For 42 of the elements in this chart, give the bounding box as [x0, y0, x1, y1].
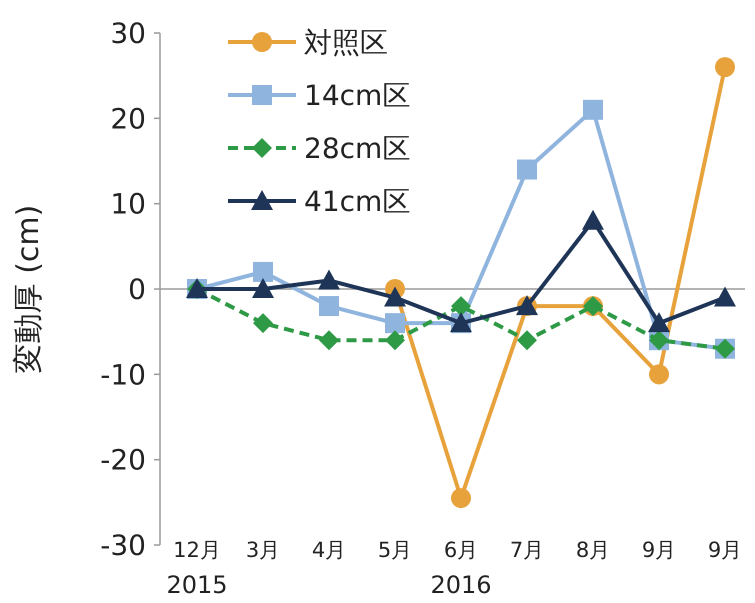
- point: [451, 296, 471, 316]
- point: [385, 313, 405, 334]
- point: [649, 364, 669, 384]
- x-tick-label: 5月: [378, 538, 412, 562]
- x-tick-label: 8月: [576, 538, 610, 562]
- y-axis-title: 変動厚 (cm): [11, 204, 46, 374]
- point: [582, 210, 604, 230]
- point: [252, 278, 274, 298]
- x-tick-label: 4月: [312, 538, 346, 562]
- y-tick-label: 0: [128, 273, 146, 306]
- point: [517, 330, 537, 350]
- x-tick-label: 9月: [708, 538, 742, 562]
- y-tick-label: 20: [110, 102, 146, 136]
- x-tick-label: 9月: [642, 538, 676, 562]
- text: 2016: [430, 571, 492, 599]
- y-tick-label: -20: [100, 444, 146, 477]
- point: [648, 312, 670, 332]
- legend-label: 対照区: [304, 26, 388, 59]
- point: [715, 57, 735, 78]
- x-tick-label: 7月: [510, 538, 544, 562]
- point: [517, 160, 537, 180]
- point: [319, 296, 339, 316]
- legend-label: 14cm区: [304, 79, 410, 112]
- point: [253, 313, 273, 334]
- point: [451, 488, 471, 508]
- x-tick-label: 6月: [444, 538, 478, 562]
- legend-label: 41cm区: [304, 185, 410, 218]
- text: 2015: [166, 571, 228, 599]
- point: [714, 286, 736, 307]
- y-tick-label: -30: [100, 529, 146, 562]
- point: [384, 286, 406, 307]
- y-tick-label: 10: [110, 188, 146, 221]
- y-tick-label: -10: [100, 358, 146, 392]
- point: [385, 330, 405, 350]
- x-tick-label: 12月: [173, 538, 221, 562]
- point: [318, 269, 340, 290]
- x-tick-label: 3月: [246, 538, 280, 562]
- y-tick-label: 30: [110, 17, 146, 50]
- point: [583, 100, 603, 120]
- point: [319, 330, 339, 350]
- legend-label: 28cm区: [304, 132, 410, 165]
- point: [253, 262, 273, 282]
